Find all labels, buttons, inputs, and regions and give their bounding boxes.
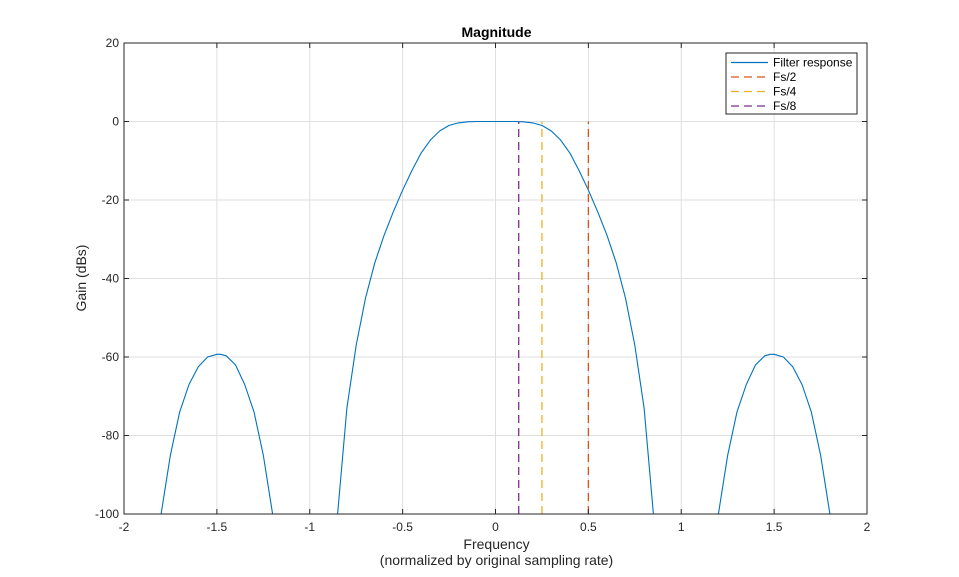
x-axis-title: Frequency	[463, 536, 529, 552]
legend-label-fs-2: Fs/2	[773, 70, 797, 84]
filter-response-line	[337, 120, 654, 515]
y-tick-label: -80	[102, 429, 120, 443]
legend-label-fs-8: Fs/8	[773, 99, 797, 113]
x-tick-label: 2	[864, 520, 871, 534]
legend-box	[725, 52, 858, 115]
y-tick-label: -40	[102, 272, 120, 286]
legend-label-fs-4: Fs/4	[773, 85, 797, 99]
x-tick-label: 0.5	[580, 520, 597, 534]
x-tick-label: 0	[492, 520, 499, 534]
x-tick-label: 1.5	[766, 520, 783, 534]
y-tick-label: -20	[102, 193, 120, 207]
filter-response-line	[717, 353, 831, 515]
x-axis-ticks: -2 -1.5 -1 -0.5 0 0.5 1 1.5 2	[119, 43, 871, 534]
filter-response-line	[160, 353, 274, 515]
legend-label-filter-response: Filter response	[773, 56, 853, 70]
y-tick-label: -60	[102, 350, 120, 364]
y-tick-label: -100	[95, 507, 119, 521]
x-tick-label: -0.5	[392, 520, 413, 534]
y-tick-label: 0	[112, 115, 119, 129]
x-axis-subtitle: (normalized by original sampling rate)	[380, 552, 613, 568]
y-tick-label: 20	[106, 36, 120, 50]
x-tick-label: 1	[678, 520, 685, 534]
data-layer	[160, 120, 831, 515]
x-tick-label: -1.5	[207, 520, 228, 534]
y-axis-title: Gain (dBs)	[73, 245, 89, 312]
x-tick-label: -1	[304, 520, 315, 534]
x-tick-label: -2	[119, 520, 130, 534]
y-axis-ticks: -100 -80 -60 -40 -20 0 20	[95, 36, 867, 521]
chart-title: Magnitude	[462, 24, 532, 40]
